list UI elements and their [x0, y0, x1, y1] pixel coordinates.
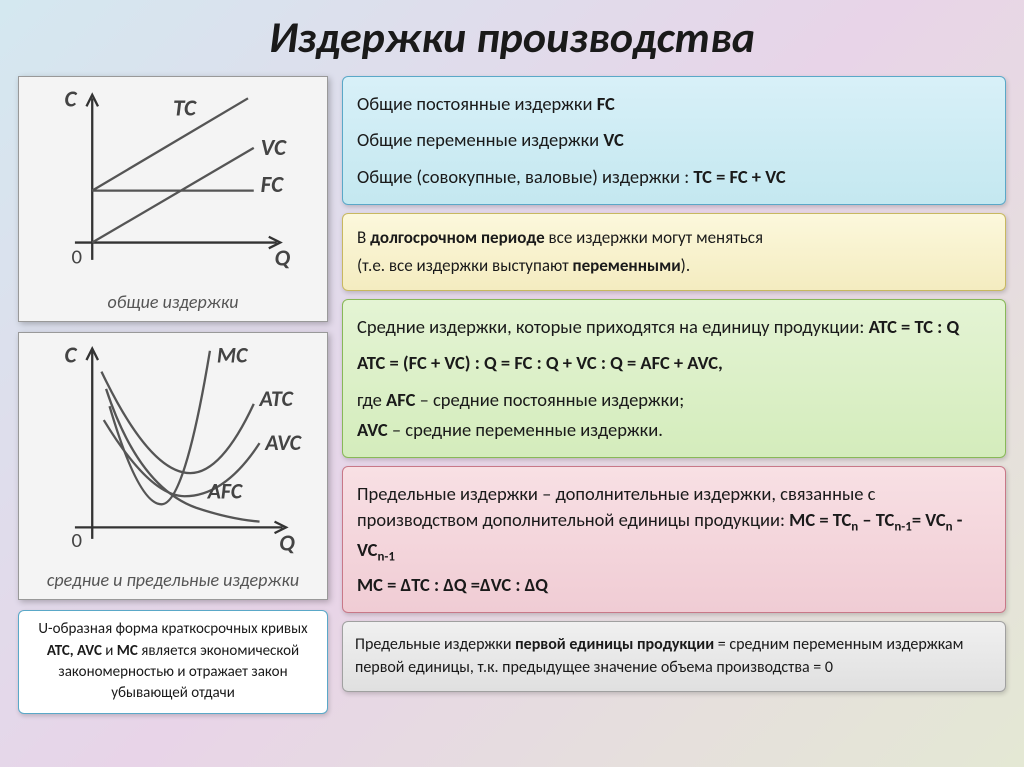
chart2-label-avc: AVC: [264, 429, 302, 456]
chart2-svg: C Q 0 MC ATC AVC AFC: [23, 337, 323, 568]
chart1-label-fc: FC: [261, 171, 284, 199]
chart1-x-label: Q: [275, 245, 291, 273]
chart2-label-afc: AFC: [207, 477, 244, 504]
right-column: Общие постоянные издержки FC Общие перем…: [342, 76, 1006, 714]
blue-line3: Общие (совокупные, валовые) издержки : T…: [357, 164, 991, 190]
chart1-y-label: C: [65, 85, 78, 113]
blue-line2: Общие переменные издержки VC: [357, 127, 991, 153]
main-layout: C Q 0 TC VC FC общие издержки C Q 0: [18, 76, 1006, 714]
note-text-c: и: [102, 642, 117, 660]
gray-line1: Предельные издержки первой единицы проду…: [355, 634, 993, 679]
pink-line1: Предельные издержки – дополнительные изд…: [357, 481, 991, 567]
chart2-x-label: Q: [279, 529, 295, 557]
chart1-label-tc: TC: [173, 95, 197, 123]
note-u-shape: U-образная форма краткосрочных кривых AT…: [18, 610, 328, 713]
chart2-y-label: C: [65, 341, 78, 369]
green-line3: где AFC – средние постоянные издержки;: [357, 387, 991, 413]
chart-average-costs: C Q 0 MC ATC AVC AFC средние и предельны…: [18, 332, 328, 601]
note-text-d: MC: [117, 642, 138, 660]
chart-total-costs: C Q 0 TC VC FC общие издержки: [18, 76, 328, 322]
pink-line2: MC = ΔTC : ΔQ =ΔVC : ΔQ: [357, 572, 991, 598]
yellow-line1: В долгосрочном периоде все издержки могу…: [357, 226, 991, 250]
yellow-line2: (т.е. все издержки выступают переменными…: [357, 254, 991, 278]
note-text-a: U-образная форма краткосрочных кривых: [38, 620, 307, 638]
box-first-unit: Предельные издержки первой единицы проду…: [342, 621, 1006, 692]
curve-mc: [110, 351, 210, 504]
box-marginal-costs: Предельные издержки – дополнительные изд…: [342, 466, 1006, 613]
page-title: Издержки производства: [18, 10, 1006, 64]
chart1-svg: C Q 0 TC VC FC: [23, 81, 323, 289]
green-line2: ATC = (FC + VC) : Q = FC : Q + VC : Q = …: [357, 350, 991, 376]
chart1-origin: 0: [71, 243, 82, 269]
box-total-costs: Общие постоянные издержки FC Общие перем…: [342, 76, 1006, 205]
chart1-caption: общие издержки: [23, 289, 323, 317]
chart2-label-atc: ATC: [259, 385, 295, 412]
note-text-b: ATC, AVC: [47, 642, 102, 660]
left-column: C Q 0 TC VC FC общие издержки C Q 0: [18, 76, 328, 714]
box-average-costs: Средние издержки, которые приходятся на …: [342, 299, 1006, 458]
green-line1: Средние издержки, которые приходятся на …: [357, 314, 991, 340]
chart1-label-vc: VC: [261, 134, 287, 162]
green-line4: AVC – средние переменные издержки.: [357, 417, 991, 443]
box-long-run: В долгосрочном периоде все издержки могу…: [342, 213, 1006, 291]
chart2-origin: 0: [71, 527, 82, 553]
chart2-caption: средние и предельные издержки: [23, 567, 323, 595]
blue-line1: Общие постоянные издержки FC: [357, 91, 991, 117]
curve-atc: [101, 371, 253, 473]
chart2-label-mc: MC: [217, 341, 249, 368]
